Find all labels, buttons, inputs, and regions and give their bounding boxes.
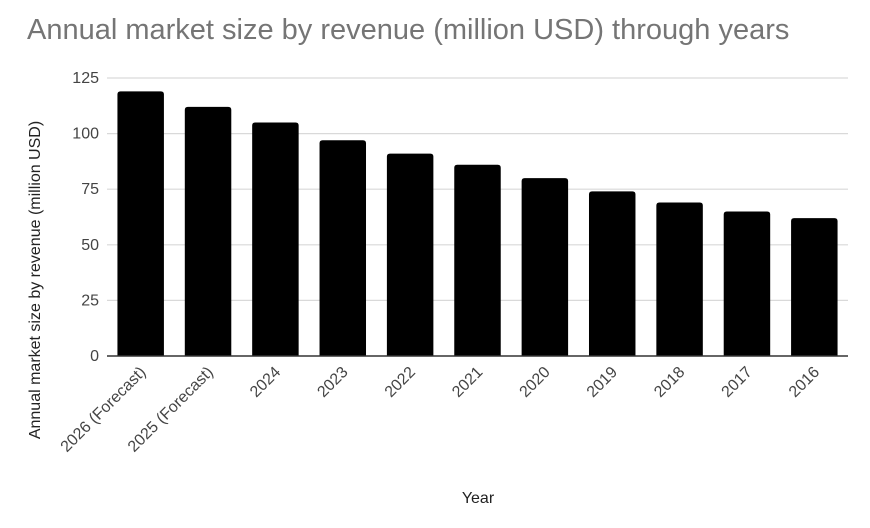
- x-tick-label: 2022: [382, 364, 419, 401]
- y-tick-label: 125: [72, 70, 99, 87]
- bar: [723, 211, 771, 356]
- x-axis-title: Year: [462, 490, 495, 507]
- bar: [386, 153, 434, 356]
- x-tick-label: 2020: [517, 364, 554, 401]
- bar: [521, 178, 569, 356]
- bar: [184, 106, 232, 356]
- x-tick-label: 2021: [449, 364, 486, 401]
- y-tick-label: 75: [81, 181, 99, 198]
- x-tick-label: 2019: [584, 364, 621, 401]
- x-axis-ticks: 2026 (Forecast)2025 (Forecast) 2024 2023 20…: [58, 364, 824, 456]
- bars: [117, 91, 838, 357]
- chart-title: Annual market size by revenue (million U…: [27, 14, 790, 46]
- x-tick-label: 2017: [719, 364, 756, 401]
- y-tick-label: 0: [90, 348, 99, 365]
- bar: [454, 164, 501, 356]
- y-tick-label: 50: [81, 237, 99, 254]
- x-tick-label: 2016: [786, 364, 823, 401]
- y-tick-label: 25: [81, 292, 99, 309]
- bar: [117, 91, 164, 357]
- bar: [588, 191, 636, 356]
- x-tick-label: 2018: [651, 364, 688, 401]
- y-axis-title: Annual market size by revenue (million U…: [27, 121, 44, 439]
- y-axis-ticks: 0 25 50 75 100 125: [72, 70, 99, 365]
- bar: [791, 218, 838, 356]
- y-tick-label: 100: [72, 126, 99, 143]
- x-tick-label: 2023: [314, 364, 351, 401]
- bar: [656, 202, 703, 356]
- bar: [319, 140, 367, 356]
- bar: [252, 122, 299, 356]
- x-tick-label: 2024: [247, 364, 284, 401]
